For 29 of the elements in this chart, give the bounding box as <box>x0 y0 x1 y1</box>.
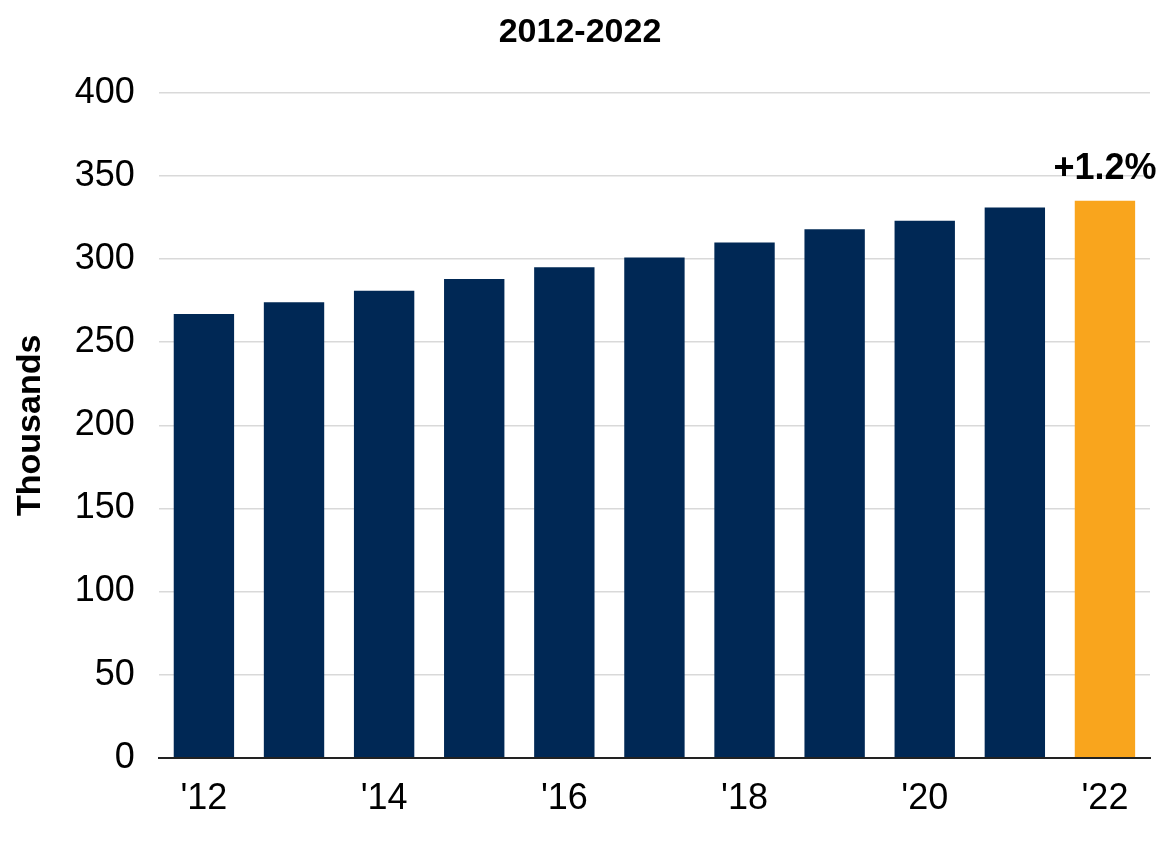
y-tick-label: 350 <box>74 152 135 194</box>
y-tick-label: 200 <box>74 402 135 444</box>
bar <box>714 242 775 758</box>
bar <box>624 257 685 758</box>
bar <box>444 279 505 758</box>
bar <box>534 267 595 758</box>
y-axis-title: Thousands <box>8 334 47 516</box>
y-tick-label: 50 <box>94 651 135 693</box>
bar <box>263 302 325 758</box>
x-tick-label: '20 <box>901 776 949 818</box>
bar <box>804 229 865 758</box>
x-tick-label: '14 <box>360 776 408 818</box>
bar <box>1074 200 1136 758</box>
y-tick-label: 250 <box>74 319 135 361</box>
y-tick-label: 300 <box>74 235 135 277</box>
bar <box>894 220 955 758</box>
x-tick-label: '12 <box>180 776 228 818</box>
y-tick-label: 100 <box>74 568 135 610</box>
bar <box>353 290 415 758</box>
x-tick-label: '22 <box>1081 776 1129 818</box>
bar <box>984 207 1046 758</box>
bar <box>173 313 235 758</box>
annotation: +1.2% <box>1053 145 1157 187</box>
chart-title: 2012-2022 <box>498 10 662 49</box>
y-tick-label: 0 <box>114 734 135 776</box>
y-tick-label: 400 <box>74 69 135 111</box>
x-tick-label: '18 <box>721 776 768 818</box>
x-tick-label: '16 <box>540 776 588 818</box>
y-tick-label: 150 <box>74 485 135 527</box>
